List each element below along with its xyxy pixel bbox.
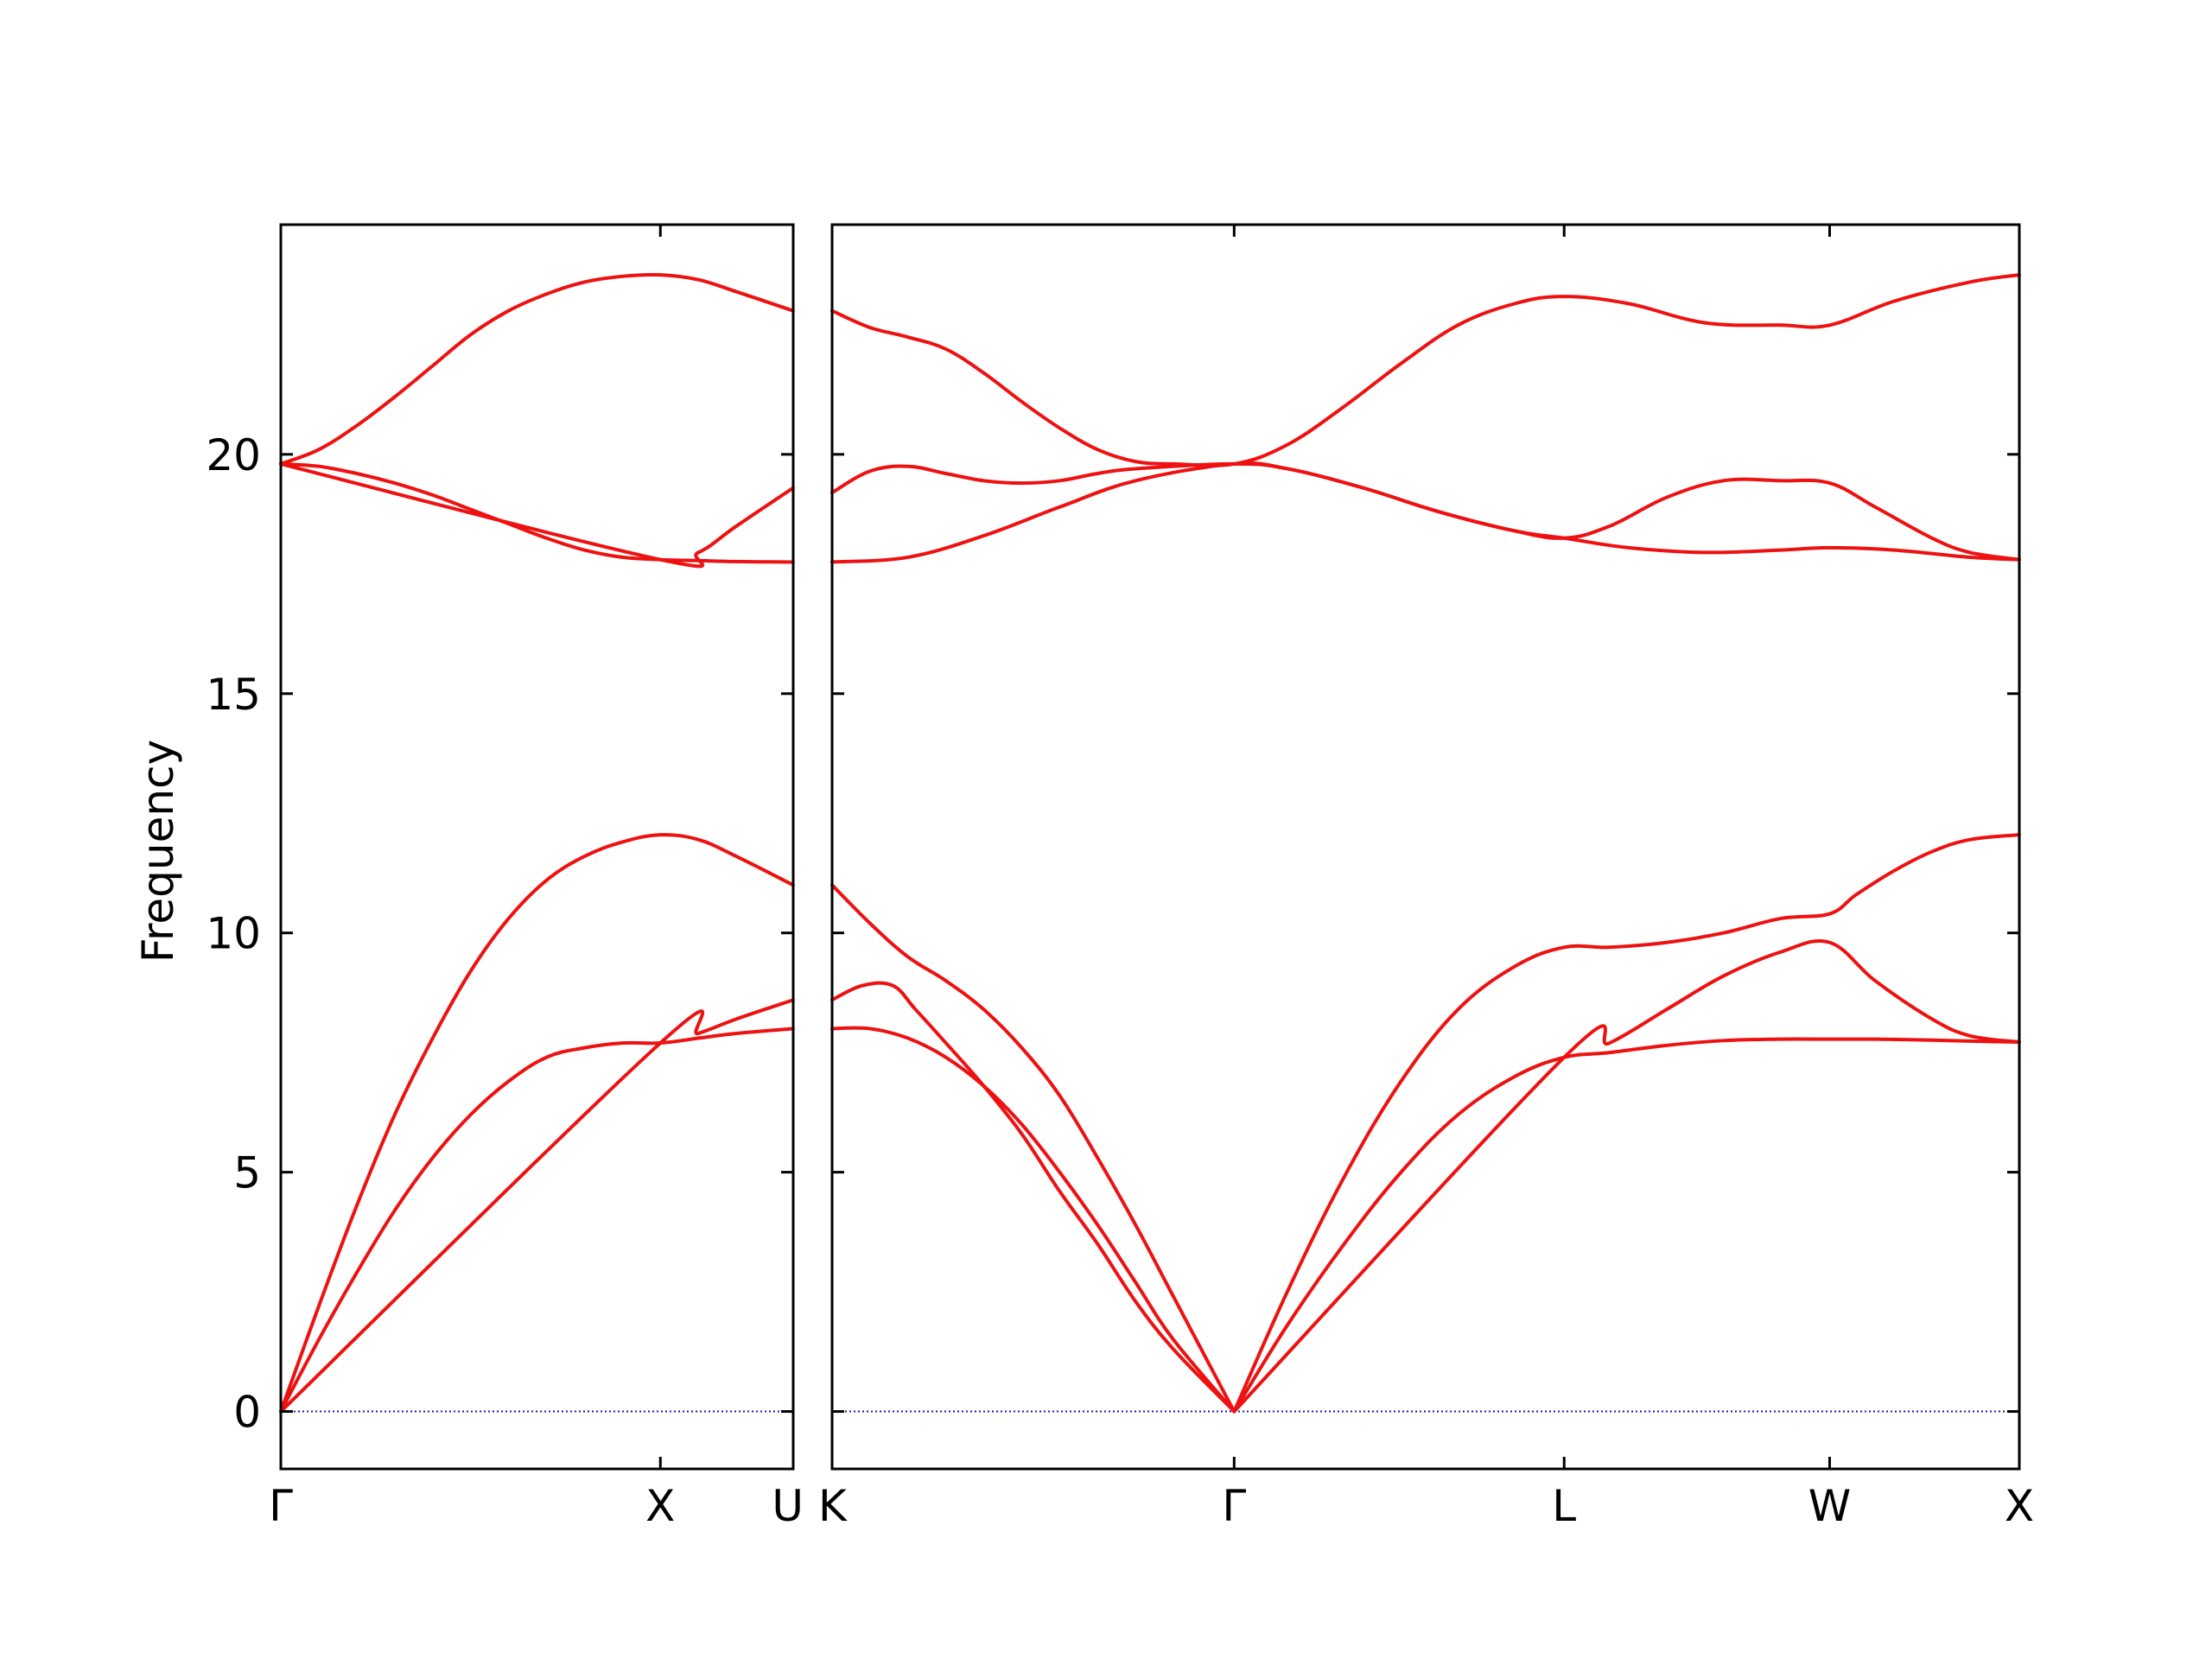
band-line-5 xyxy=(1232,938,2021,1414)
band-line-3 xyxy=(279,833,795,1414)
x-tick-label: Γ xyxy=(1222,1481,1246,1531)
x-tick-label: Γ xyxy=(269,1481,293,1531)
band-line-6 xyxy=(1232,833,2021,1414)
band-line-5 xyxy=(279,461,795,569)
band-line-3 xyxy=(830,883,1236,1414)
x-tick-label: X xyxy=(645,1481,675,1531)
band-line-8 xyxy=(830,461,2021,562)
band-line-4 xyxy=(1232,1037,2021,1414)
band-line-2 xyxy=(279,998,795,1414)
y-tick-label: 10 xyxy=(206,909,261,959)
y-tick-label: 15 xyxy=(206,670,261,720)
band-line-1 xyxy=(830,1026,1236,1414)
band-line-7 xyxy=(830,461,2021,564)
band-line-4 xyxy=(279,461,795,564)
band-line-6 xyxy=(279,272,795,466)
x-tick-label: L xyxy=(1552,1481,1576,1531)
x-tick-label: W xyxy=(1808,1481,1851,1531)
y-tick-label: 0 xyxy=(233,1388,261,1438)
band-line-9 xyxy=(830,273,2021,467)
x-tick-label: K xyxy=(818,1481,848,1531)
band-line-2 xyxy=(830,981,1236,1414)
band-line-1 xyxy=(279,1027,795,1414)
y-tick-label: 5 xyxy=(233,1148,261,1198)
plot-frame xyxy=(279,223,795,1471)
x-tick-label: U xyxy=(772,1481,804,1531)
x-tick-label: X xyxy=(2005,1481,2034,1531)
plot-frame xyxy=(830,223,2021,1471)
y-tick-label: 20 xyxy=(206,430,261,480)
y-tick-labels: 0 5 10 15 20 xyxy=(206,430,261,1438)
y-axis-label: Frequency xyxy=(133,740,183,963)
